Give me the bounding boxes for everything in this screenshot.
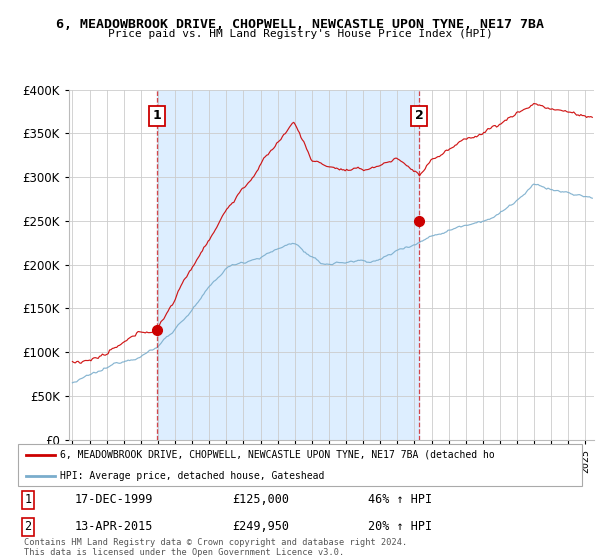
Text: 17-DEC-1999: 17-DEC-1999	[74, 493, 153, 506]
Text: 1: 1	[25, 493, 32, 506]
Bar	[157, 90, 419, 440]
FancyBboxPatch shape	[18, 444, 582, 486]
Text: £125,000: £125,000	[232, 493, 289, 506]
Text: 1: 1	[153, 109, 161, 122]
Text: 20% ↑ HPI: 20% ↑ HPI	[368, 520, 432, 533]
Text: 6, MEADOWBROOK DRIVE, CHOPWELL, NEWCASTLE UPON TYNE, NE17 7BA (detached ho: 6, MEADOWBROOK DRIVE, CHOPWELL, NEWCASTL…	[60, 450, 495, 460]
Text: £249,950: £249,950	[232, 520, 289, 533]
Text: 2: 2	[25, 520, 32, 533]
Text: 46% ↑ HPI: 46% ↑ HPI	[368, 493, 432, 506]
Text: Price paid vs. HM Land Registry's House Price Index (HPI): Price paid vs. HM Land Registry's House …	[107, 29, 493, 39]
Text: HPI: Average price, detached house, Gateshead: HPI: Average price, detached house, Gate…	[60, 472, 325, 481]
Text: 13-APR-2015: 13-APR-2015	[74, 520, 153, 533]
Text: 2: 2	[415, 109, 424, 122]
Text: 6, MEADOWBROOK DRIVE, CHOPWELL, NEWCASTLE UPON TYNE, NE17 7BA: 6, MEADOWBROOK DRIVE, CHOPWELL, NEWCASTL…	[56, 18, 544, 31]
Text: Contains HM Land Registry data © Crown copyright and database right 2024.
This d: Contains HM Land Registry data © Crown c…	[24, 538, 407, 557]
